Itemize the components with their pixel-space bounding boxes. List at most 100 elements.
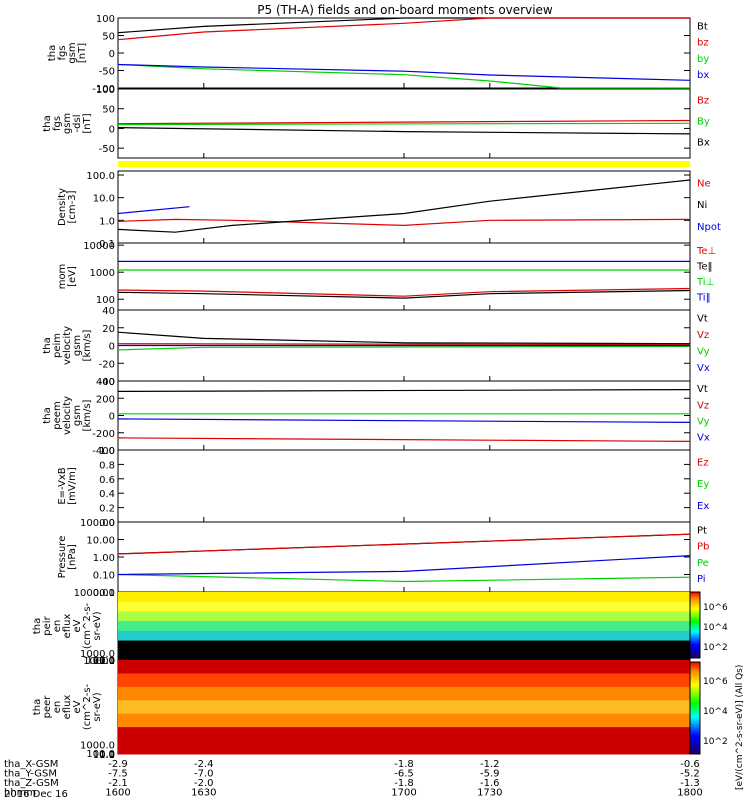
series-line-Npot	[117, 206, 190, 215]
x-axis-row-value: -7.5	[108, 769, 128, 780]
x-axis-row-value: -6.5	[394, 769, 414, 780]
y-tick-label: 100	[96, 14, 115, 25]
y-tick-label: 1.0	[99, 216, 115, 227]
y-axis-label: fgs	[57, 45, 68, 60]
y-tick-label: 10.0	[93, 656, 115, 667]
series-line-Vz	[117, 437, 691, 442]
series-line-Ni	[117, 179, 691, 233]
quality-flag-bar	[118, 161, 690, 167]
spectrogram-band	[118, 713, 690, 728]
x-axis-row-value: -7.0	[194, 769, 214, 780]
colorbar-tick: 10^2	[703, 737, 728, 747]
y-tick-label: 50	[102, 32, 115, 43]
y-axis-label: velocity	[62, 396, 73, 435]
legend-entry: by	[697, 54, 709, 65]
colorbar-tick: 10^6	[703, 603, 728, 613]
y-axis-label: gsm	[72, 405, 83, 426]
series-line-Bt	[117, 17, 690, 34]
legend-entry: Pb	[697, 542, 709, 553]
x-axis-row-label: tha_Y-GSM	[4, 769, 57, 780]
series-line-Pi	[117, 555, 691, 576]
legend-entry: Vt	[697, 314, 708, 325]
x-axis-row-label: tha_X-GSM	[4, 759, 58, 770]
y-tick-label: 1000	[90, 268, 115, 279]
legend-entry: Vy	[697, 347, 710, 358]
x-axis-row-value: -1.8	[394, 759, 414, 770]
legend-entry: Pt	[697, 525, 707, 536]
legend-entry: Ez	[697, 457, 709, 468]
y-axis-label: [eV]	[67, 266, 78, 287]
y-axis-label: [cm-3]	[67, 190, 78, 223]
legend-entry: Npot	[697, 222, 721, 233]
y-tick-label: 100	[96, 295, 115, 306]
x-axis-row-value: -2.4	[194, 759, 214, 770]
x-axis-row-value: -2.9	[108, 759, 128, 770]
legend-entry: Bz	[697, 96, 709, 107]
spectrogram-band	[118, 727, 690, 742]
colorbar-tick: 10^4	[703, 623, 728, 633]
y-axis-label: [nT]	[77, 43, 88, 63]
colorbar: 10^6 10^4 10^2 10^6 10^4 10^2 [eV/(cm^2-…	[689, 591, 745, 790]
panel-frame	[117, 242, 691, 311]
y-axis-label: tha	[32, 618, 43, 634]
y-tick-label: 0.6	[99, 475, 115, 486]
x-axis-row-value: 1700	[391, 788, 416, 799]
y-tick-label: -200	[92, 429, 115, 440]
x-axis-row-value: 1730	[477, 788, 502, 799]
x-axis-row-value: -2.1	[108, 778, 128, 789]
spectrogram-band	[118, 640, 690, 651]
y-tick-label: 1000.0	[80, 649, 115, 660]
y-tick-label: 10.0	[93, 750, 115, 761]
y-tick-label: 100.0	[86, 171, 115, 182]
y-axis-label: peim	[52, 333, 63, 358]
y-tick-label: 1.00	[93, 553, 115, 564]
y-tick-label: 0.10	[93, 571, 115, 582]
y-axis-label: (cm^2-s-	[82, 683, 93, 730]
y-axis-label: eV	[72, 700, 83, 713]
x-axis-row-value: -1.3	[680, 778, 700, 789]
y-tick-label: 0	[109, 342, 115, 353]
y-tick-label: 0	[109, 124, 115, 135]
y-tick-label: -50	[99, 67, 115, 78]
x-axis-row-value: -5.9	[480, 769, 500, 780]
legend-entry: By	[697, 117, 710, 128]
y-tick-label: 400	[96, 377, 115, 388]
legend-entry: bz	[697, 38, 709, 49]
y-tick-label: 10000.0	[74, 588, 115, 599]
y-axis-label: mom	[57, 264, 68, 290]
legend-entry: Ti‖	[696, 293, 711, 304]
spectrogram-band	[118, 740, 690, 755]
legend-entry: Vz	[697, 400, 709, 411]
y-axis-label: peer	[42, 695, 53, 719]
y-axis-label: eflux	[62, 614, 73, 639]
y-tick-label: 1.0	[99, 750, 115, 761]
series-line-bx	[117, 63, 691, 81]
colorbar-tick: 10^2	[703, 643, 728, 653]
y-axis-label: [nT]	[82, 113, 93, 133]
series-line-Vz	[117, 343, 691, 346]
series-line-Vy	[117, 345, 691, 351]
y-axis-label: gsm	[72, 335, 83, 356]
y-tick-label: 0.1	[99, 656, 115, 667]
series-line-Pb	[117, 533, 691, 555]
y-axis-label: eflux	[62, 695, 73, 720]
spectrogram-band	[118, 700, 690, 715]
y-tick-label: 100	[96, 85, 115, 96]
series-line-by	[117, 63, 690, 89]
legend-entry: Pe	[697, 558, 709, 569]
legend-entry: Vt	[697, 384, 708, 395]
y-tick-label: -50	[99, 144, 115, 155]
y-tick-label: 0	[109, 412, 115, 423]
series-line-Te‖	[117, 289, 691, 299]
y-tick-label: 10.00	[86, 536, 115, 547]
y-tick-label: -40	[99, 377, 115, 388]
y-axis-label: tha	[42, 115, 53, 131]
series-line-Te⊥	[117, 287, 691, 297]
spectrogram-band	[118, 630, 690, 642]
legend-entry: Bt	[697, 21, 708, 32]
colorbar-top	[689, 591, 701, 659]
y-tick-label: 40	[102, 306, 115, 317]
spectrogram-band	[118, 621, 690, 632]
legend-entry: bx	[697, 70, 709, 81]
y-tick-label: -20	[99, 359, 115, 370]
